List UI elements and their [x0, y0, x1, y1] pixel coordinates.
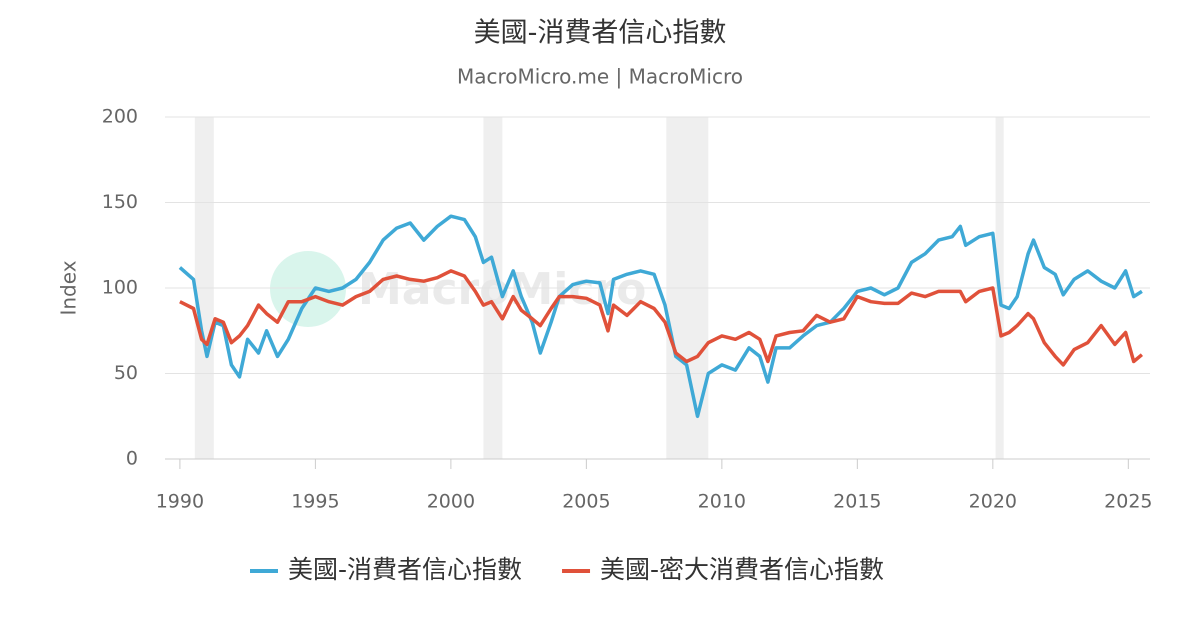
legend: 美國-消費者信心指數 美國-密大消費者信心指數 [250, 555, 884, 584]
chart-subtitle: MacroMicro.me | MacroMicro [457, 65, 743, 89]
legend-label: 美國-密大消費者信心指數 [600, 555, 884, 584]
x-tick-label: 2000 [427, 491, 475, 513]
y-tick-label: 100 [102, 277, 138, 299]
x-tick-label: 1995 [291, 491, 339, 513]
series-line [178, 214, 1143, 419]
y-tick-label: 0 [126, 448, 138, 470]
watermark-logo [270, 251, 346, 327]
x-tick-label: 2025 [1104, 491, 1152, 513]
x-tick-label: 2010 [698, 491, 746, 513]
series-line [179, 269, 1144, 367]
legend-label: 美國-消費者信心指數 [288, 555, 522, 584]
x-tick-label: 2020 [969, 491, 1017, 513]
x-tick-label: 1990 [156, 491, 204, 513]
y-tick-label: 50 [114, 362, 138, 384]
y-axis-label: Index [57, 260, 81, 315]
y-tick-label: 200 [102, 106, 138, 128]
y-tick-label: 150 [102, 191, 138, 213]
chart-title: 美國-消費者信心指數 [474, 18, 727, 49]
x-tick-label: 2005 [562, 491, 610, 513]
x-tick-label: 2015 [833, 491, 881, 513]
